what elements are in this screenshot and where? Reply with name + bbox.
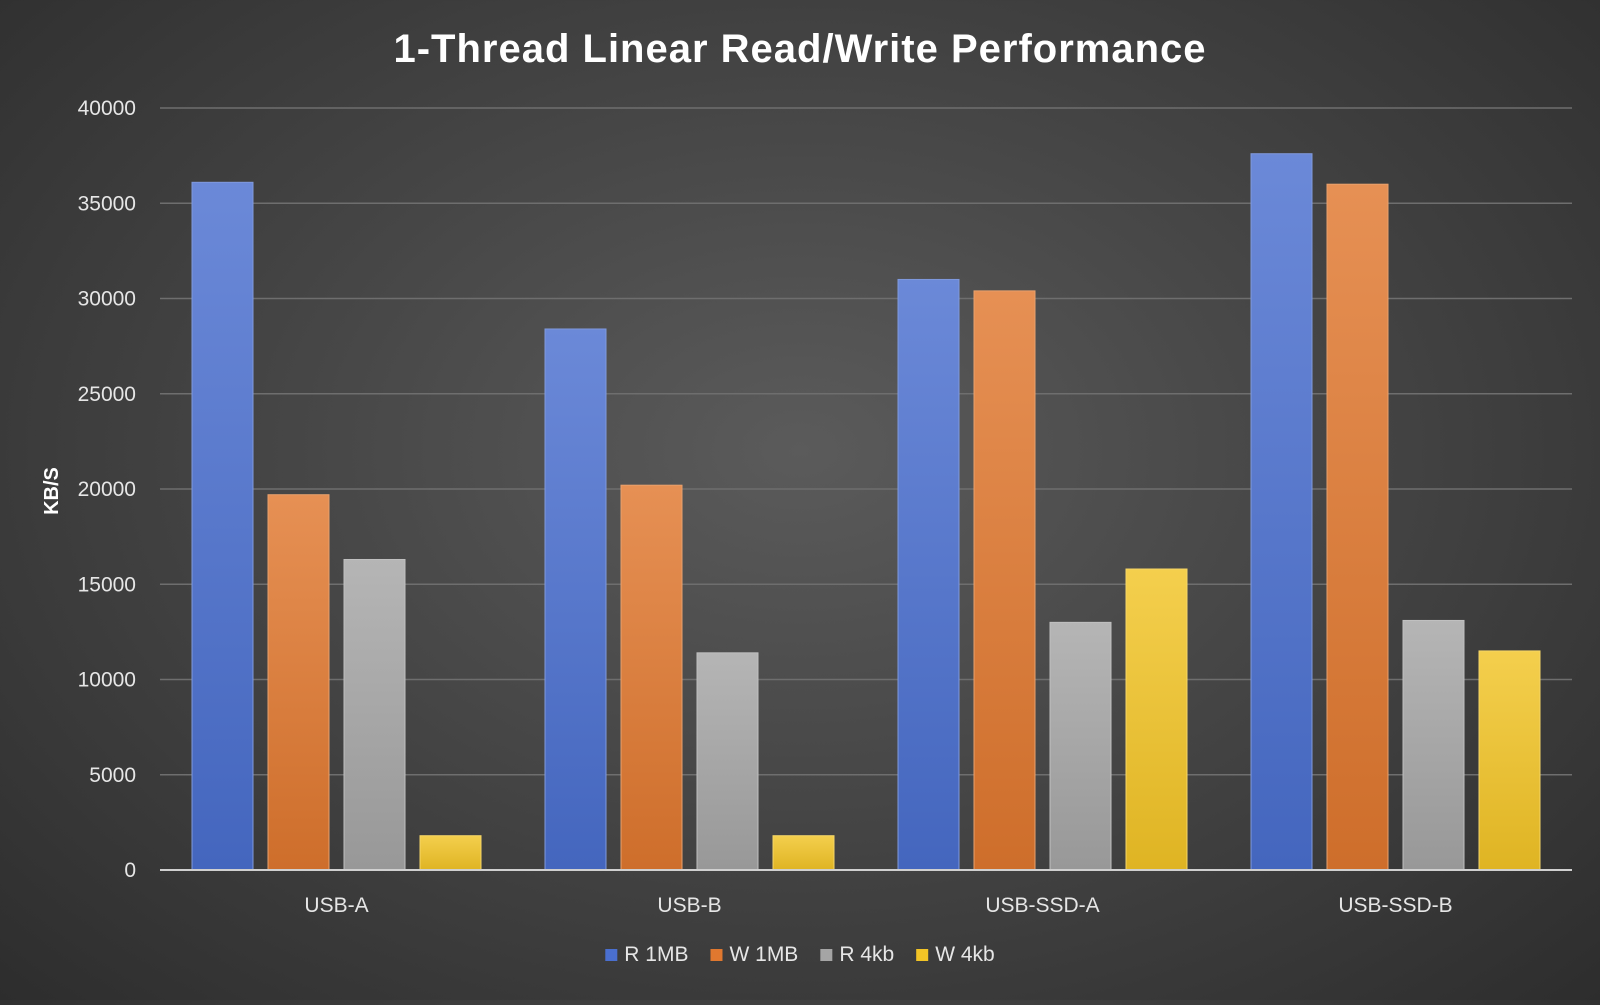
bar-w-4kb-usb-ssd-b xyxy=(1478,650,1541,871)
y-tick-label: 5000 xyxy=(89,764,136,787)
bar-w-1mb-usb-a xyxy=(267,494,330,871)
bars xyxy=(191,153,1541,871)
bar-r-1mb-usb-ssd-b xyxy=(1250,153,1313,871)
legend-item: R 1MB xyxy=(605,943,688,966)
x-category-label: USB-B xyxy=(657,894,721,917)
legend-item: W 4kb xyxy=(916,943,995,966)
chart-title: 1-Thread Linear Read/Write Performance xyxy=(393,27,1206,71)
bar-r-4kb-usb-a xyxy=(343,558,406,871)
legend-item: R 4kb xyxy=(820,943,894,966)
legend-label: W 4kb xyxy=(935,943,995,966)
legend-swatch xyxy=(710,949,723,961)
bar-r-1mb-usb-ssd-a xyxy=(897,278,960,871)
bar-r-1mb-usb-a xyxy=(191,181,254,871)
bar-w-1mb-usb-ssd-b xyxy=(1326,183,1389,871)
bar-r-4kb-usb-ssd-b xyxy=(1402,619,1465,871)
legend-label: R 4kb xyxy=(839,943,894,966)
y-axis-label: KB/S xyxy=(41,467,63,515)
y-tick-label: 25000 xyxy=(78,383,136,406)
y-tick-label: 35000 xyxy=(78,192,136,215)
y-tick-label: 40000 xyxy=(78,97,136,120)
bar-w-4kb-usb-a xyxy=(419,835,482,871)
bar-r-1mb-usb-b xyxy=(544,328,607,871)
legend-swatch xyxy=(820,949,833,961)
bar-w-1mb-usb-b xyxy=(620,484,683,871)
bar-w-1mb-usb-ssd-a xyxy=(973,290,1036,871)
legend-item: W 1MB xyxy=(710,943,798,966)
bar-w-4kb-usb-ssd-a xyxy=(1125,568,1188,871)
category-labels: USB-A USB-B USB-SSD-A USB-SSD-B xyxy=(304,894,1452,917)
y-axis-ticks: 0 5000 10000 15000 20000 25000 30000 35000 40000 xyxy=(78,97,136,882)
bar-w-4kb-usb-b xyxy=(772,835,835,871)
legend-label: R 1MB xyxy=(624,943,688,966)
y-tick-label: 0 xyxy=(124,859,136,882)
bar-r-4kb-usb-ssd-a xyxy=(1049,621,1112,871)
legend-swatch xyxy=(916,949,929,961)
x-category-label: USB-SSD-B xyxy=(1338,894,1452,917)
bar-r-4kb-usb-b xyxy=(696,652,759,871)
y-tick-label: 30000 xyxy=(78,288,136,311)
x-category-label: USB-SSD-A xyxy=(985,894,1099,917)
legend: R 1MB W 1MB R 4kb W 4kb xyxy=(605,943,995,966)
legend-swatch xyxy=(605,949,618,961)
legend-label: W 1MB xyxy=(729,943,798,966)
x-category-label: USB-A xyxy=(304,894,368,917)
y-tick-label: 20000 xyxy=(78,478,136,501)
y-tick-label: 15000 xyxy=(78,573,136,596)
y-tick-label: 10000 xyxy=(78,669,136,692)
